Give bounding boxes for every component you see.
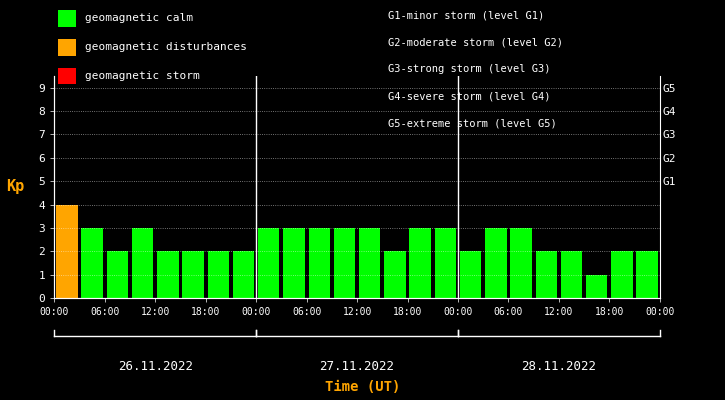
Bar bbox=[57, 204, 78, 298]
Bar bbox=[359, 228, 381, 298]
Bar bbox=[586, 275, 608, 298]
Bar bbox=[460, 251, 481, 298]
Bar bbox=[183, 251, 204, 298]
Bar bbox=[434, 228, 456, 298]
Bar bbox=[233, 251, 254, 298]
Bar bbox=[334, 228, 355, 298]
Bar bbox=[309, 228, 330, 298]
Bar bbox=[107, 251, 128, 298]
Bar bbox=[485, 228, 507, 298]
Text: Kp: Kp bbox=[6, 180, 24, 194]
Bar bbox=[384, 251, 405, 298]
Bar bbox=[132, 228, 154, 298]
Text: G5-extreme storm (level G5): G5-extreme storm (level G5) bbox=[388, 119, 557, 129]
Text: 26.11.2022: 26.11.2022 bbox=[117, 360, 193, 373]
Bar bbox=[81, 228, 103, 298]
Bar bbox=[637, 251, 658, 298]
Text: geomagnetic storm: geomagnetic storm bbox=[85, 71, 199, 81]
Text: Time (UT): Time (UT) bbox=[325, 380, 400, 394]
Text: G3-strong storm (level G3): G3-strong storm (level G3) bbox=[388, 64, 550, 74]
Text: 27.11.2022: 27.11.2022 bbox=[320, 360, 394, 373]
Text: G2-moderate storm (level G2): G2-moderate storm (level G2) bbox=[388, 37, 563, 47]
Text: G4-severe storm (level G4): G4-severe storm (level G4) bbox=[388, 92, 550, 102]
Text: geomagnetic disturbances: geomagnetic disturbances bbox=[85, 42, 246, 52]
Text: 28.11.2022: 28.11.2022 bbox=[521, 360, 597, 373]
Text: G1-minor storm (level G1): G1-minor storm (level G1) bbox=[388, 10, 544, 20]
Bar bbox=[410, 228, 431, 298]
Bar bbox=[258, 228, 280, 298]
Bar bbox=[611, 251, 633, 298]
Bar bbox=[283, 228, 304, 298]
Bar bbox=[157, 251, 178, 298]
Text: geomagnetic calm: geomagnetic calm bbox=[85, 14, 193, 24]
Bar bbox=[207, 251, 229, 298]
Bar bbox=[510, 228, 531, 298]
Bar bbox=[536, 251, 557, 298]
Bar bbox=[560, 251, 582, 298]
